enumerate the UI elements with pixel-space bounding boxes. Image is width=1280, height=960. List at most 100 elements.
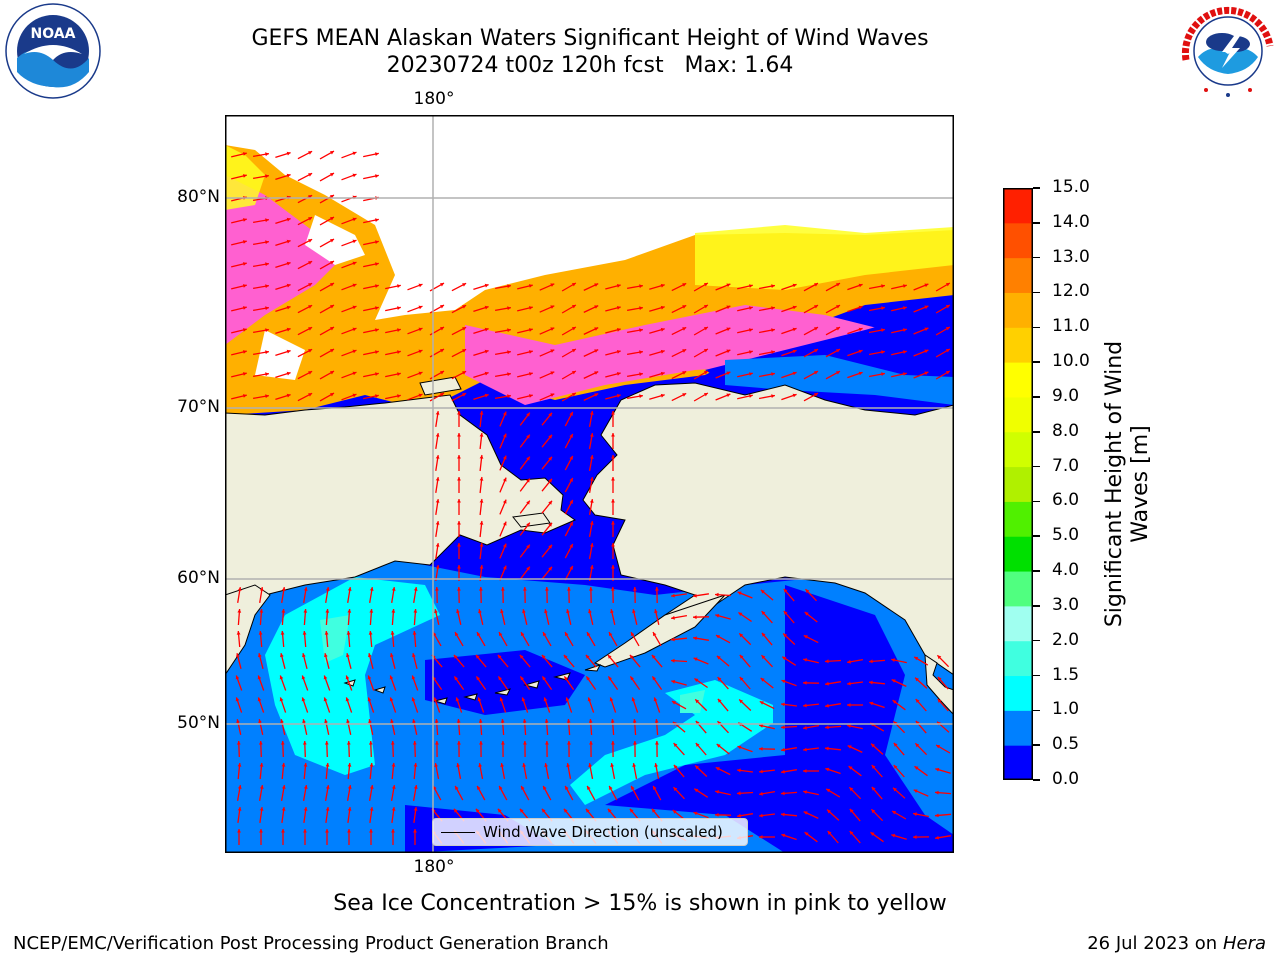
- wind-arrow-head: [671, 658, 675, 663]
- wind-arrow-head: [259, 609, 264, 613]
- wind-arrow-head: [870, 832, 875, 836]
- wind-arrow-head: [324, 631, 329, 635]
- wind-arrow-head: [567, 741, 571, 745]
- wind-arrow-head: [369, 807, 374, 811]
- wind-arrow-head: [825, 746, 829, 751]
- wind-arrow-head: [477, 785, 481, 790]
- wind-arrow-head: [352, 305, 357, 310]
- wind-arrow-head: [500, 719, 505, 723]
- wind-arrow-head: [660, 327, 665, 332]
- colorbar-tick-label: 0.0: [1052, 769, 1080, 789]
- colorbar-tick-label: 4.0: [1052, 560, 1080, 581]
- wind-arrow-head: [347, 763, 352, 767]
- wind-arrow-head: [571, 327, 576, 331]
- wind-arrow-head: [781, 833, 786, 838]
- wind-arrow-head: [655, 587, 659, 591]
- wind-arrow-head: [761, 655, 766, 660]
- colorbar-segment: [1003, 745, 1033, 781]
- wind-arrow-head: [258, 719, 262, 723]
- wind-arrow-head: [616, 372, 621, 376]
- wind-arrow-head: [330, 283, 334, 287]
- wind-arrow-head: [502, 521, 507, 526]
- wind-arrow-head: [462, 393, 467, 397]
- wind-arrow-head: [825, 725, 829, 730]
- wind-arrow-head: [871, 765, 876, 769]
- colorbar-segment: [1003, 571, 1033, 607]
- wind-arrow-head: [308, 151, 313, 155]
- colorbar-svg: [1003, 188, 1033, 781]
- wind-arrow-head: [671, 615, 675, 620]
- wind-arrow-head: [330, 261, 334, 265]
- lat-label-70: 70°N: [177, 397, 220, 417]
- colorbar-tick-label: 14.0: [1052, 211, 1090, 232]
- wind-arrow-head: [528, 372, 533, 376]
- wind-arrow-head: [792, 327, 797, 332]
- wind-arrow-head: [760, 678, 765, 682]
- wind-arrow-head: [308, 173, 313, 177]
- wind-arrow-head: [826, 788, 831, 793]
- wind-arrow-head: [849, 808, 854, 813]
- colorbar-tick-mark: [1033, 291, 1040, 294]
- wind-arrow-head: [413, 807, 418, 811]
- wind-arrow-head: [418, 283, 423, 288]
- colorbar-tick-mark: [1033, 187, 1040, 189]
- wind-arrow-head: [726, 283, 731, 288]
- wind-arrow-head: [352, 261, 357, 266]
- wind-arrow-head: [544, 609, 548, 614]
- wind-arrow-head: [548, 412, 552, 417]
- wind-arrow-head: [792, 393, 797, 398]
- wind-arrow-head: [739, 633, 744, 638]
- wind-arrow-head: [484, 393, 489, 398]
- wind-arrow-head: [435, 455, 440, 459]
- wind-arrow-head: [457, 499, 461, 503]
- wind-arrow-head: [548, 522, 552, 527]
- wind-arrow-head: [565, 632, 569, 637]
- colorbar-tick-mark: [1033, 465, 1040, 468]
- wind-arrow-head: [479, 499, 484, 503]
- wind-arrow-head: [632, 763, 636, 767]
- wind-arrow-head: [498, 676, 502, 681]
- wind-arrow-head: [303, 807, 308, 811]
- wind-arrow-head: [526, 434, 530, 439]
- wind-arrow-head: [803, 635, 808, 639]
- wind-arrow-head: [258, 653, 262, 658]
- wind-arrow-head: [455, 697, 460, 702]
- wind-arrow-head: [569, 499, 573, 504]
- wind-arrow-head: [653, 697, 658, 702]
- wind-arrow-head: [550, 393, 555, 397]
- wind-arrow-head: [631, 632, 635, 637]
- wind-arrow-head: [881, 372, 885, 376]
- wind-arrow-head: [588, 763, 592, 767]
- wind-arrow-head: [375, 284, 379, 288]
- legend-line-sample: [441, 832, 475, 833]
- credit-date: 26 Jul 2023 on: [1087, 933, 1223, 954]
- wind-arrow-head: [397, 306, 401, 310]
- wind-arrow-head: [367, 675, 372, 680]
- wind-arrow-head: [375, 328, 379, 332]
- wind-arrow-head: [639, 394, 643, 399]
- wind-arrow-head: [571, 305, 576, 309]
- wind-arrow-head: [235, 697, 240, 702]
- wind-arrow-head: [325, 785, 330, 789]
- wind-arrow-head: [803, 725, 807, 730]
- wind-arrow-head: [462, 327, 467, 331]
- wind-arrow-head: [541, 654, 546, 659]
- wind-arrow-head: [457, 565, 461, 569]
- colorbar: [1003, 188, 1033, 781]
- wind-arrow-head: [771, 350, 775, 354]
- wind-arrow-head: [703, 283, 708, 287]
- wind-arrow-head: [609, 697, 614, 702]
- wind-arrow-head: [502, 455, 507, 460]
- wind-arrow-head: [352, 371, 357, 376]
- wind-arrow-head: [308, 239, 313, 243]
- wind-arrow-head: [611, 521, 615, 525]
- wind-arrow-head: [881, 350, 885, 354]
- wind-arrow-head: [280, 631, 285, 635]
- wind-arrow-head: [715, 767, 720, 771]
- wind-arrow-head: [759, 701, 764, 705]
- wind-arrow-head: [915, 677, 919, 682]
- wind-arrow-head: [608, 676, 612, 681]
- wind-arrow-head: [891, 833, 896, 838]
- wind-arrow-head: [457, 587, 461, 591]
- wind-arrow-head: [236, 741, 241, 745]
